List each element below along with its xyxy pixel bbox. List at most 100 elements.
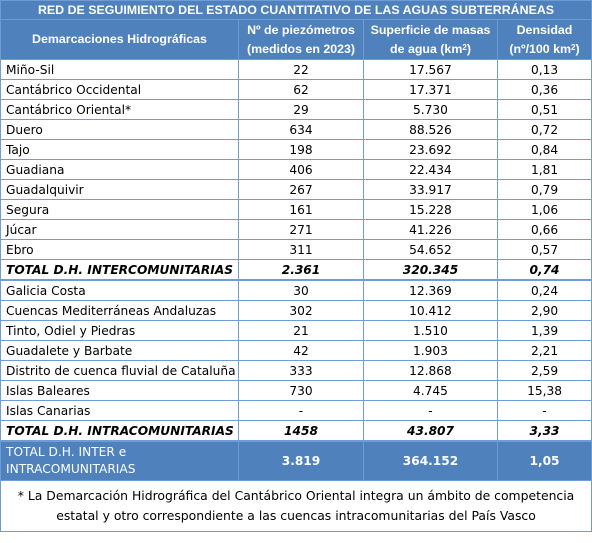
cell-densidad: 0,72 <box>496 119 592 140</box>
header-densidad-sup: 2 <box>571 42 576 52</box>
table-row: Distrito de cuenca fluvial de Cataluña 33… <box>0 360 592 381</box>
cell-superficie: 10.412 <box>363 300 498 321</box>
cell-piezometros: 271 <box>238 219 364 240</box>
table-row: Guadalete y Barbate 42 1.903 2,21 <box>0 340 592 361</box>
table-row: Ebro 311 54.652 0,57 <box>0 239 592 260</box>
cell-densidad: 1,39 <box>496 320 592 341</box>
footnote: * La Demarcación Hidrográfica del Cantáb… <box>0 480 592 532</box>
cell-demarcacion: Cuencas Mediterráneas Andaluzas <box>0 300 239 321</box>
cell-densidad: 1,81 <box>496 159 592 180</box>
cell-superficie: 4.745 <box>363 380 498 401</box>
cell-superficie: 17.371 <box>363 79 498 100</box>
cell-densidad: 0,51 <box>496 99 592 120</box>
cell-piezometros: - <box>238 400 364 421</box>
table-row: Cuencas Mediterráneas Andaluzas 302 10.412… <box>0 300 592 321</box>
cell-densidad: 0,13 <box>496 59 592 80</box>
cell-piezometros: 1458 <box>238 420 364 442</box>
table-row: Júcar 271 41.226 0,66 <box>0 219 592 240</box>
table-row: Islas Baleares 730 4.745 15,38 <box>0 380 592 401</box>
cell-superficie: 12.868 <box>363 360 498 381</box>
cell-demarcacion: Galicia Costa <box>0 279 239 301</box>
cell-superficie: 22.434 <box>363 159 498 180</box>
header-superficie-end: ) <box>466 41 471 56</box>
table-row: Duero 634 88.526 0,72 <box>0 119 592 140</box>
cell-superficie: 320.345 <box>363 259 498 281</box>
cell-superficie: 43.807 <box>363 420 498 442</box>
cell-piezometros: 21 <box>238 320 364 341</box>
cell-superficie: 33.917 <box>363 179 498 200</box>
cell-piezometros: 30 <box>238 279 364 301</box>
groundwater-monitoring-table: RED DE SEGUIMIENTO DEL ESTADO CUANTITATI… <box>0 0 592 532</box>
table-row: Guadalquivir 267 33.917 0,79 <box>0 179 592 200</box>
cell-demarcacion: Duero <box>0 119 239 140</box>
table-row: Tajo 198 23.692 0,84 <box>0 139 592 160</box>
total-inter-row: TOTAL D.H. INTERCOMUNITARIAS 2.361 320.345… <box>0 259 592 281</box>
cell-demarcacion: Júcar <box>0 219 239 240</box>
cell-densidad: 0,74 <box>496 259 592 281</box>
data-table-container: RED DE SEGUIMIENTO DEL ESTADO CUANTITATI… <box>0 0 592 532</box>
cell-demarcacion: Cantábrico Occidental <box>0 79 239 100</box>
cell-densidad: 1,05 <box>496 440 592 481</box>
header-superficie-sup: 2 <box>462 42 467 52</box>
table-title: RED DE SEGUIMIENTO DEL ESTADO CUANTITATI… <box>0 0 592 20</box>
cell-densidad: 0,79 <box>496 179 592 200</box>
cell-piezometros: 333 <box>238 360 364 381</box>
table-row: Guadiana 406 22.434 1,81 <box>0 159 592 180</box>
cell-densidad: 3,33 <box>496 420 592 442</box>
table-row: Islas Canarias - - - <box>0 400 592 421</box>
cell-demarcacion: Ebro <box>0 239 239 260</box>
cell-superficie: 17.567 <box>363 59 498 80</box>
cell-densidad: 0,84 <box>496 139 592 160</box>
header-superficie: Superficie de masas de agua (km2) <box>363 19 498 60</box>
cell-superficie: 1.510 <box>363 320 498 341</box>
cell-piezometros: 198 <box>238 139 364 160</box>
cell-demarcacion: Distrito de cuenca fluvial de Cataluña <box>0 360 239 381</box>
table-row: Cantábrico Occidental 62 17.371 0,36 <box>0 79 592 100</box>
header-densidad-text: Densidad (nº/100 km <box>509 22 573 56</box>
cell-demarcacion: Cantábrico Oriental* <box>0 99 239 120</box>
cell-superficie: 5.730 <box>363 99 498 120</box>
footnote-row: * La Demarcación Hidrográfica del Cantáb… <box>0 480 592 532</box>
cell-piezometros: 406 <box>238 159 364 180</box>
cell-demarcacion: Miño-Sil <box>0 59 239 80</box>
table-row: Segura 161 15.228 1,06 <box>0 199 592 220</box>
cell-superficie: 1.903 <box>363 340 498 361</box>
cell-piezometros: 22 <box>238 59 364 80</box>
cell-densidad: 2,59 <box>496 360 592 381</box>
cell-densidad: 0,66 <box>496 219 592 240</box>
cell-piezometros: 161 <box>238 199 364 220</box>
cell-demarcacion: TOTAL D.H. INTER e INTRACOMUNITARIAS <box>0 440 239 481</box>
cell-densidad: 1,06 <box>496 199 592 220</box>
cell-superficie: 12.369 <box>363 279 498 301</box>
cell-superficie: 23.692 <box>363 139 498 160</box>
cell-demarcacion: Segura <box>0 199 239 220</box>
cell-piezometros: 730 <box>238 380 364 401</box>
cell-densidad: 2,90 <box>496 300 592 321</box>
cell-superficie: 88.526 <box>363 119 498 140</box>
cell-demarcacion: Islas Baleares <box>0 380 239 401</box>
cell-densidad: 0,36 <box>496 79 592 100</box>
cell-demarcacion: Guadiana <box>0 159 239 180</box>
cell-piezometros: 267 <box>238 179 364 200</box>
table-row: Cantábrico Oriental* 29 5.730 0,51 <box>0 99 592 120</box>
cell-piezometros: 29 <box>238 99 364 120</box>
cell-demarcacion: Tajo <box>0 139 239 160</box>
cell-piezometros: 634 <box>238 119 364 140</box>
cell-piezometros: 2.361 <box>238 259 364 281</box>
total-intra-row: TOTAL D.H. INTRACOMUNITARIAS 1458 43.807 3,… <box>0 420 592 442</box>
cell-densidad: 2,21 <box>496 340 592 361</box>
cell-densidad: 15,38 <box>496 380 592 401</box>
cell-piezometros: 3.819 <box>238 440 364 481</box>
cell-demarcacion: Guadalquivir <box>0 179 239 200</box>
cell-densidad: 0,57 <box>496 239 592 260</box>
cell-demarcacion: Islas Canarias <box>0 400 239 421</box>
cell-demarcacion: Tinto, Odiel y Piedras <box>0 320 239 341</box>
header-piezometros: Nº de piezómetros (medidos en 2023) <box>238 19 364 60</box>
cell-densidad: 0,24 <box>496 279 592 301</box>
cell-superficie: - <box>363 400 498 421</box>
header-demarcaciones: Demarcaciones Hidrográficas <box>0 19 239 60</box>
cell-demarcacion: TOTAL D.H. INTRACOMUNITARIAS <box>0 420 239 442</box>
table-row: Miño-Sil 22 17.567 0,13 <box>0 59 592 80</box>
cell-demarcacion: TOTAL D.H. INTERCOMUNITARIAS <box>0 259 239 281</box>
cell-superficie: 15.228 <box>363 199 498 220</box>
